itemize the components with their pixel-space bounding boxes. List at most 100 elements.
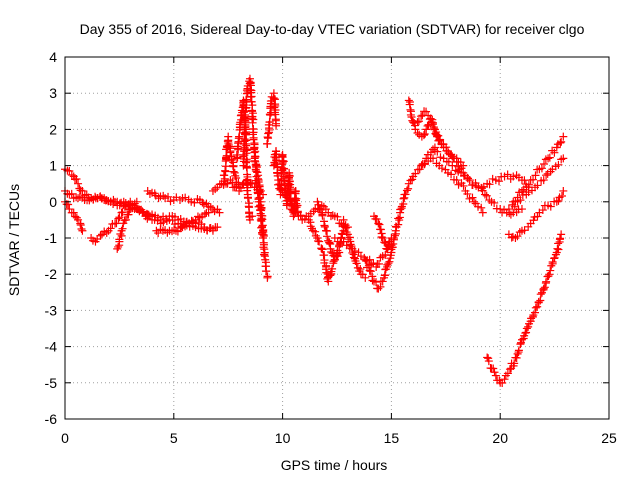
data-point [471,179,480,188]
data-point [309,226,318,235]
data-point [247,97,256,106]
data-point [511,234,520,242]
data-point [401,190,410,199]
data-point [76,220,85,229]
data-point [234,178,243,187]
data-point [121,215,130,224]
data-point [114,242,123,251]
data-point [404,184,413,193]
data-point [265,117,274,126]
data-point [539,176,548,185]
data-point [495,177,504,186]
data-point [414,117,423,126]
x-tick-label: 25 [601,430,617,446]
data-point [520,226,529,235]
data-point [124,210,133,219]
data-point [365,266,374,275]
data-point [356,265,365,274]
data-point [328,264,337,273]
data-point [428,145,437,154]
data-point [510,359,519,368]
data-point [478,208,487,217]
data-point [557,230,566,239]
data-points [61,74,568,387]
data-point [181,193,190,202]
data-point [256,193,265,202]
data-point [200,210,209,219]
data-point [537,164,546,173]
data-point [221,166,230,175]
data-point [516,340,525,349]
data-point [422,125,431,134]
data-point [531,303,540,312]
data-point [171,226,180,235]
data-point [423,121,432,130]
data-point [311,227,320,236]
data-point [553,244,562,253]
data-point [198,198,207,207]
data-point [556,234,565,243]
data-point [72,175,81,184]
data-point [559,154,568,163]
data-point [459,171,468,180]
data-point [361,273,370,282]
data-point [272,121,281,130]
data-point [477,203,486,212]
y-tick-label: 3 [49,85,57,101]
data-point [67,189,76,198]
data-point [320,222,329,231]
data-point [510,202,519,211]
data-point [505,365,514,374]
data-point [463,189,472,198]
data-point [241,104,250,113]
data-point [285,194,294,203]
data-point [249,135,258,144]
data-point [399,194,408,203]
data-point [259,243,268,252]
data-point [435,136,444,145]
data-point [517,205,526,214]
data-point [517,335,526,344]
data-point [516,196,525,205]
y-axis-label: SDTVAR / TECUs [6,184,22,296]
data-point [394,214,403,223]
data-point [366,267,375,276]
data-point [437,164,446,173]
y-tick-label: -2 [45,266,58,282]
data-point [318,245,327,254]
data-point [204,208,213,217]
data-point [489,364,498,373]
data-point [78,186,87,195]
data-point [118,208,127,217]
data-point [243,194,252,203]
axis-ticks: 0 5 10 15 20 25 -6 -5 -4 -3 -2 -1 0 1 2 3 4 [45,49,617,446]
data-point [333,212,342,221]
data-point [545,153,554,162]
data-point [524,180,533,189]
data-point [264,129,273,138]
x-tick-label: 5 [170,430,178,446]
data-point [113,244,122,253]
data-point [517,186,526,195]
data-point [383,244,392,253]
data-point [546,202,555,211]
data-point [226,148,235,157]
y-tick-label: -6 [45,411,58,427]
data-point [369,277,378,286]
data-point [519,185,528,194]
y-tick-label: -1 [45,230,58,246]
data-point [279,157,288,166]
data-point [529,175,538,184]
data-point [430,125,439,134]
data-point [375,220,384,229]
data-point [490,368,499,377]
data-point [169,226,178,235]
data-point [513,349,522,358]
data-point [285,183,294,192]
data-point [243,186,252,195]
data-point [512,353,521,362]
data-point [118,224,127,233]
data-point [550,148,559,157]
data-point [125,205,134,214]
data-point [263,273,272,282]
